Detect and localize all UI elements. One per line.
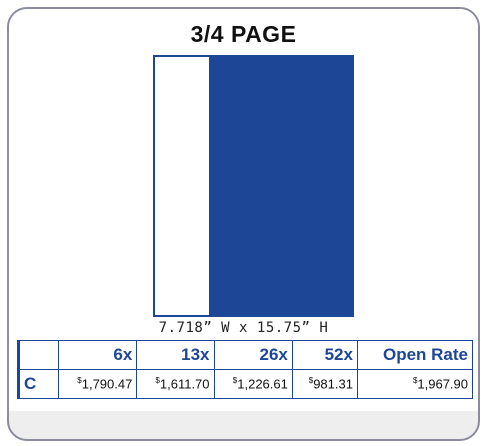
- price-amount: 981.31: [313, 376, 353, 392]
- currency-symbol: $: [232, 376, 238, 386]
- header-row: 6x 13x 26x 52x Open Rate: [17, 340, 474, 370]
- header-blank: [17, 340, 59, 370]
- column-header: 52x: [291, 340, 358, 370]
- price-amount: 1,790.47: [81, 376, 133, 392]
- price-amount: 1,611.70: [159, 376, 210, 392]
- price-cell: $1,967.90: [356, 369, 474, 399]
- row-label: C: [17, 369, 59, 399]
- column-header: 26x: [213, 340, 293, 370]
- column-header: 6x: [57, 340, 138, 370]
- ad-size-title: 3/4 PAGE: [190, 21, 297, 47]
- rate-row: C $1,790.47 $1,611.70 $1,226.61 $981.31 $1,96…: [17, 369, 474, 399]
- price-cell: $1,611.70: [136, 369, 215, 399]
- currency-symbol: $: [308, 376, 314, 386]
- ad-area: [209, 57, 352, 315]
- price-cell: $1,226.61: [213, 369, 293, 399]
- rate-card: 3/4 PAGE 7.718” W x 15.75” H 6x 13x 26x 52x…: [7, 7, 480, 441]
- column-header: 13x: [136, 340, 215, 370]
- dimensions: 7.718” W x 15.75” H: [158, 320, 329, 336]
- price-cell: $1,790.47: [57, 369, 138, 399]
- page-diagram: [153, 55, 354, 317]
- column-header: Open Rate: [356, 340, 474, 370]
- currency-symbol: $: [77, 376, 82, 386]
- price-cell: $981.31: [291, 369, 358, 399]
- price-amount: 1,226.61: [237, 376, 288, 392]
- currency-symbol: $: [412, 376, 418, 386]
- rate-table: 6x 13x 26x 52x Open Rate C $1,790.47 $1,611.70…: [17, 340, 474, 399]
- price-amount: 1,967.90: [417, 376, 468, 392]
- currency-symbol: $: [155, 376, 160, 386]
